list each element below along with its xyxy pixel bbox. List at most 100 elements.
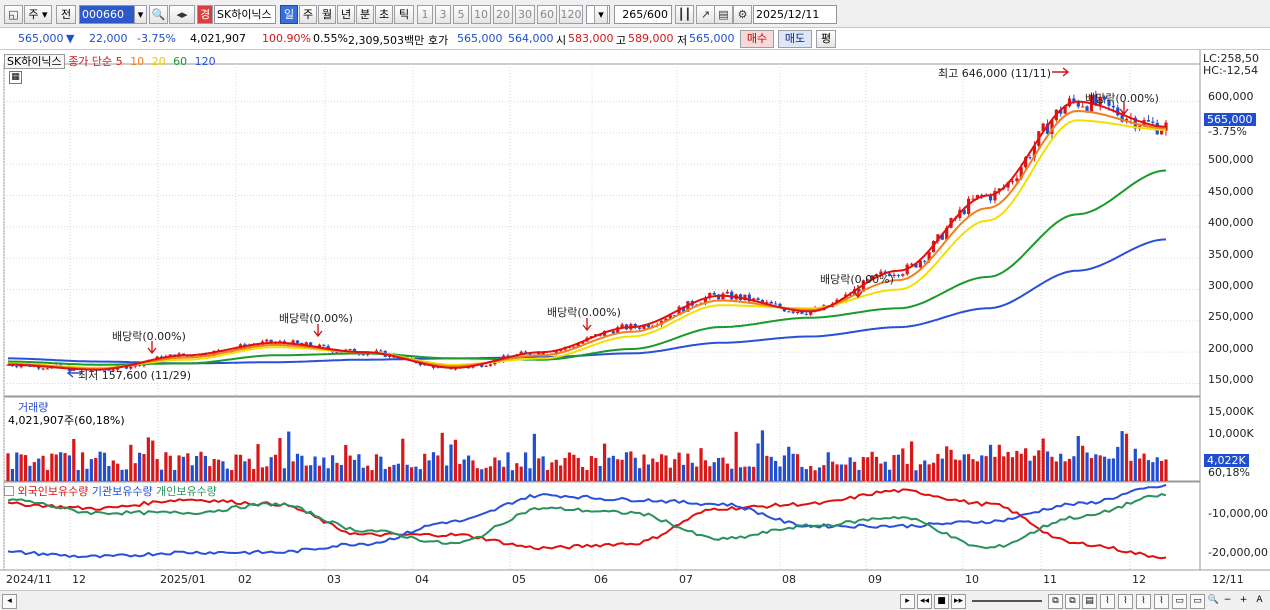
- count-field[interactable]: 265/600: [614, 5, 672, 24]
- quote-bar: 565,000 ▼ 22,000 -3.75% 4,021,907 100.90…: [0, 28, 1270, 50]
- candle-body: [537, 352, 541, 356]
- window-menu-icon[interactable]: ◱: [4, 5, 23, 24]
- tab-week[interactable]: 주: [299, 5, 317, 24]
- eval-button[interactable]: 평: [816, 30, 836, 48]
- volume-bar: [572, 454, 576, 481]
- dividend-arrow: [313, 324, 323, 338]
- interval-10-button[interactable]: 10: [471, 5, 491, 24]
- volume-bar: [1081, 445, 1085, 481]
- tab-day[interactable]: 일: [280, 5, 298, 24]
- settings-icon[interactable]: ⚙: [733, 5, 752, 24]
- interval-1-button[interactable]: 1: [417, 5, 433, 24]
- interval-30-button[interactable]: 30: [515, 5, 535, 24]
- volume-bar: [541, 456, 545, 481]
- volume-bar: [993, 456, 997, 481]
- candle-type-icon[interactable]: ┃┃: [675, 5, 694, 24]
- candle-body: [1081, 106, 1085, 108]
- candle-body: [1006, 182, 1010, 188]
- interval-5-button[interactable]: 5: [453, 5, 469, 24]
- volume-bar: [1024, 448, 1028, 481]
- date-input[interactable]: 2025/12/11: [753, 5, 837, 24]
- volume-bar: [15, 452, 19, 481]
- tab-minute[interactable]: 분: [356, 5, 374, 24]
- tab-month[interactable]: 월: [318, 5, 336, 24]
- volume-bar: [1129, 460, 1133, 481]
- tab-year[interactable]: 년: [337, 5, 355, 24]
- tool-g-icon[interactable]: ⌇: [1154, 594, 1169, 609]
- volume-bar: [1089, 458, 1094, 481]
- volume-bar: [1085, 452, 1089, 481]
- volume-bar: [852, 461, 857, 481]
- prev-button[interactable]: 전: [56, 5, 76, 24]
- tab-tick[interactable]: 틱: [394, 5, 414, 24]
- interval-20-button[interactable]: 20: [493, 5, 513, 24]
- period-main-select[interactable]: 주 ▾: [24, 5, 52, 24]
- volume-bar: [563, 457, 567, 481]
- holding-checkbox[interactable]: [4, 486, 14, 496]
- volume-bar: [866, 457, 870, 481]
- interval-3-button[interactable]: 3: [435, 5, 451, 24]
- save-icon[interactable]: ▤: [714, 5, 733, 24]
- interval-dropdown-icon[interactable]: ▾: [594, 5, 608, 24]
- chart-canvas[interactable]: [0, 50, 1270, 590]
- dividend-arrow: [147, 341, 157, 355]
- font-size-icon[interactable]: A: [1256, 595, 1263, 605]
- candle-body: [760, 299, 765, 303]
- tab-second[interactable]: 초: [375, 5, 393, 24]
- calculator-icon[interactable]: ▦: [9, 71, 22, 84]
- tool-e-icon[interactable]: ⌇: [1118, 594, 1133, 609]
- x-tick-label: 06: [594, 573, 608, 586]
- zoom-slider[interactable]: [972, 600, 1042, 602]
- max-arrow: [1052, 67, 1070, 77]
- tool-b-icon[interactable]: ⧉: [1065, 594, 1080, 609]
- speaker-icon[interactable]: ◂▸: [169, 5, 195, 24]
- tool-a-icon[interactable]: ⧉: [1048, 594, 1063, 609]
- forward-icon[interactable]: ▸▸: [951, 594, 966, 609]
- volume-bar: [295, 453, 300, 481]
- zoom-out-icon[interactable]: −: [1223, 595, 1232, 605]
- buy-button[interactable]: 매수: [740, 30, 774, 48]
- code-dropdown-icon[interactable]: ▾: [134, 5, 147, 24]
- tool-d-icon[interactable]: ⌇: [1100, 594, 1115, 609]
- candle-body: [41, 368, 45, 370]
- stock-label[interactable]: SK하이닉스: [4, 54, 65, 69]
- volume-bar: [967, 454, 971, 481]
- volume-bar: [721, 457, 725, 481]
- price-panel-frame: [3, 63, 1201, 397]
- tool-h-icon[interactable]: ▭: [1172, 594, 1187, 609]
- stop-icon[interactable]: ■: [934, 594, 949, 609]
- volume-bar: [716, 457, 721, 481]
- stock-name-field[interactable]: SK하이닉스: [214, 5, 276, 24]
- volume-bar: [116, 463, 120, 481]
- count-max: /600: [643, 8, 668, 21]
- max-annotation: 최고 646,000 (11/11): [938, 67, 1052, 80]
- volume-bar: [1146, 460, 1151, 481]
- volume-bar: [730, 468, 734, 481]
- stock-code-input[interactable]: 000660: [79, 5, 135, 24]
- volume-bar: [102, 452, 107, 481]
- candle-body: [892, 274, 896, 277]
- ma20-label: 20: [151, 55, 166, 68]
- ma120-label: 120: [194, 55, 216, 68]
- volume-bar: [607, 457, 611, 481]
- interval-120-button[interactable]: 120: [559, 5, 583, 24]
- candle-body: [716, 294, 721, 300]
- volume-bar: [769, 456, 773, 481]
- search-icon[interactable]: 🔍: [149, 5, 168, 24]
- inst-line: [7, 483, 1167, 559]
- zoom-in-icon[interactable]: +: [1239, 595, 1248, 605]
- tool-i-icon[interactable]: ▭: [1190, 594, 1205, 609]
- scroll-left-icon[interactable]: ◂: [2, 594, 17, 609]
- sell-button[interactable]: 매도: [778, 30, 812, 48]
- tool-f-icon[interactable]: ⌇: [1136, 594, 1151, 609]
- volume-bar: [379, 456, 383, 481]
- zoom-search-icon[interactable]: 🔍: [1207, 595, 1220, 605]
- rewind-icon[interactable]: ◂◂: [917, 594, 932, 609]
- tool-c-icon[interactable]: ▤: [1082, 594, 1097, 609]
- interval-60-button[interactable]: 60: [537, 5, 557, 24]
- candle-body: [374, 350, 379, 353]
- line-tool-icon[interactable]: ↗: [696, 5, 715, 24]
- play-icon[interactable]: ▸: [900, 594, 915, 609]
- volume-bar: [1028, 460, 1032, 481]
- candle-body: [611, 331, 615, 334]
